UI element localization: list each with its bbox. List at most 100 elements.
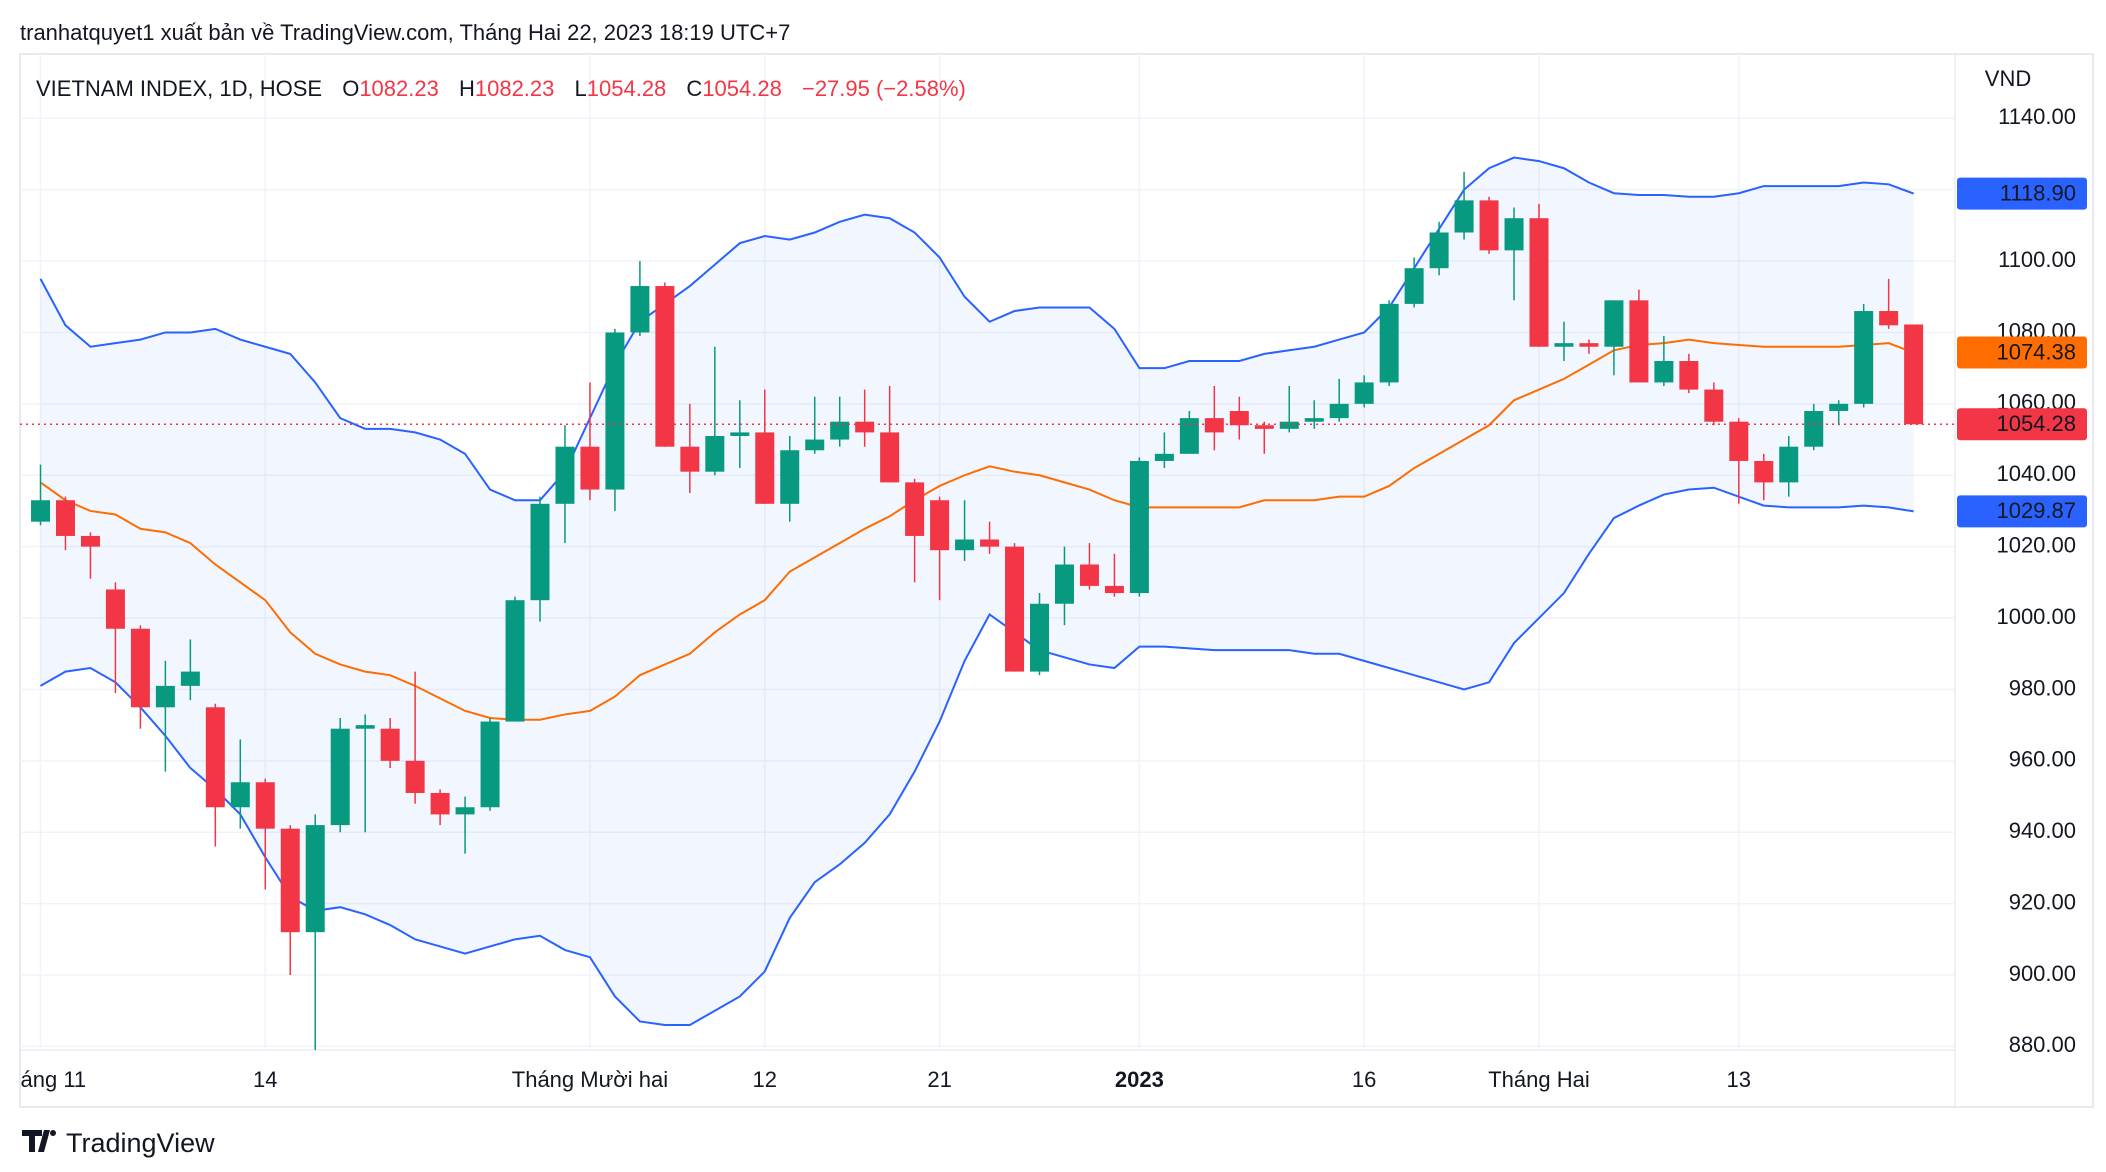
candle-body: [1005, 546, 1025, 672]
candle-body: [830, 421, 850, 440]
ohlc-key: O: [342, 76, 360, 101]
candle-body: [955, 539, 975, 551]
price-tag-label: 1074.38: [1996, 339, 2076, 364]
candle-body: [530, 503, 550, 601]
candle-body: [1779, 446, 1799, 483]
candle-body: [1229, 410, 1249, 426]
candle-body: [105, 589, 125, 629]
candle-body: [1104, 585, 1124, 594]
candle-body: [905, 482, 925, 536]
candle-body: [1154, 453, 1174, 461]
candle-body: [31, 500, 50, 522]
candle-body: [1804, 410, 1824, 447]
ohlc-key: C: [686, 76, 703, 101]
candle-body: [730, 432, 750, 436]
candle-body: [380, 728, 400, 761]
ohlc-key: H: [458, 76, 475, 101]
frame: [19, 53, 2094, 1108]
candle-body: [1404, 268, 1424, 304]
candle-body: [155, 685, 175, 708]
y-unit: VND: [1985, 66, 2031, 91]
price-tag-label: 1029.87: [1996, 498, 2076, 523]
candle-body: [1529, 218, 1549, 347]
candle-body: [705, 435, 725, 472]
candle-body: [1504, 218, 1524, 251]
candle-body: [1604, 300, 1624, 347]
x-tick-label: 16: [1352, 1067, 1376, 1092]
x-tick-label: Tháng Mười hai: [512, 1067, 668, 1092]
candle-body: [1579, 343, 1599, 347]
candle-body: [1754, 460, 1774, 483]
candle-body: [555, 446, 575, 504]
candle-body: [255, 782, 275, 829]
candle-body: [1030, 603, 1049, 672]
candle-body: [1254, 425, 1274, 429]
candle-body: [1129, 460, 1149, 594]
candle-body: [330, 728, 350, 826]
candle-body: [1879, 311, 1899, 326]
candle-body: [1204, 418, 1224, 433]
y-tick-label: 1020.00: [1996, 532, 2076, 557]
candle-body: [455, 807, 475, 815]
ohlc-key: L: [574, 76, 587, 101]
candle-body: [1829, 403, 1849, 411]
candle-body: [1554, 343, 1574, 347]
candle-body: [1429, 232, 1449, 269]
candle-body: [1079, 564, 1099, 586]
candle-body: [580, 446, 600, 490]
x-tick-label: Tháng 11: [0, 1067, 86, 1092]
ohlc-value: 1054.28: [702, 76, 782, 101]
candle-body: [180, 671, 200, 686]
candle-body: [1479, 200, 1499, 251]
candle-body: [980, 539, 1000, 547]
y-tick-label: 980.00: [2009, 675, 2076, 700]
y-tick-label: 940.00: [2009, 818, 2076, 843]
price-tag: [1957, 177, 2087, 210]
candle-body: [1904, 324, 1924, 425]
band-line: [39, 156, 1914, 502]
price-tag: [1957, 336, 2087, 369]
publisher-line: tranhatquyet1 xuất bản về TradingView.co…: [20, 20, 791, 45]
candle-body: [1054, 564, 1074, 604]
candle-body: [1454, 200, 1474, 233]
x-tick-label: 2023: [1115, 1067, 1164, 1092]
candle-body: [280, 828, 300, 933]
candle-body: [880, 432, 900, 483]
y-tick-label: 1140.00: [1998, 104, 2076, 129]
band-line: [39, 338, 1914, 721]
candle-body: [680, 446, 700, 472]
y-tick-label: 900.00: [2009, 961, 2076, 986]
candle-body: [305, 825, 325, 933]
y-tick-label: 880.00: [2009, 1032, 2076, 1057]
candle-body: [1679, 361, 1699, 390]
price-tag-label: 1054.28: [1996, 411, 2076, 436]
price-tag: [1957, 495, 2087, 528]
ohlc-value: 1082.23: [359, 76, 439, 101]
ohlc-value: 1054.28: [586, 76, 667, 101]
x-tick-label: 12: [753, 1067, 777, 1092]
legend: VIETNAM INDEX, 1D, HOSE O1082.23 H1082.2…: [36, 76, 966, 102]
candle-body: [1729, 421, 1749, 461]
band-line: [40, 486, 1914, 1027]
candle-body: [130, 628, 150, 708]
candle-body: [1854, 311, 1874, 404]
candle-body: [605, 332, 625, 490]
candle-body: [1704, 389, 1724, 422]
candle-body: [655, 286, 675, 447]
y-tick-label: 1100.00: [1998, 247, 2076, 272]
band-fill: [40, 157, 1914, 1026]
candle-body: [805, 439, 825, 451]
candle-body: [1354, 382, 1374, 404]
candle-body: [1629, 300, 1649, 383]
change: −27.95 (−2.58%): [801, 76, 966, 101]
y-tick-label: 1000.00: [1996, 604, 2076, 629]
candle-body: [1654, 361, 1674, 383]
candle-body: [80, 535, 100, 547]
price-tag: [1957, 408, 2087, 441]
candle-body: [855, 421, 875, 433]
x-tick-label: 21: [927, 1067, 951, 1092]
y-tick-label: 960.00: [2009, 747, 2076, 772]
candle-body: [1279, 421, 1299, 429]
